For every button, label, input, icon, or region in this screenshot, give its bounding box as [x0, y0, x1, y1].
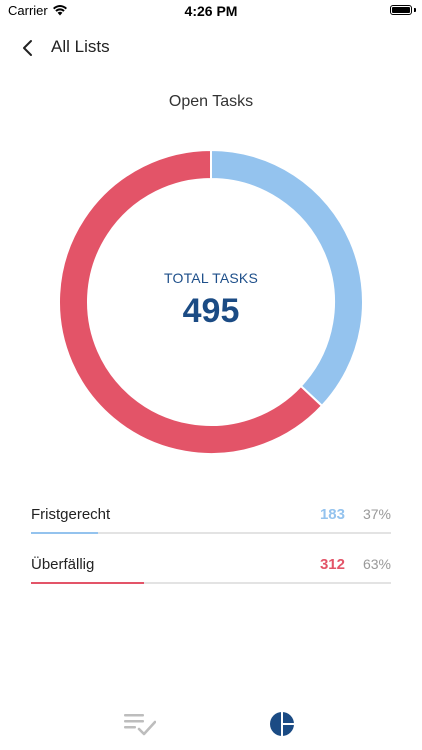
chevron-left-icon[interactable] — [18, 38, 38, 58]
chart-title: Open Tasks — [168, 93, 254, 110]
wifi-icon — [53, 5, 67, 16]
total-tasks-label: TOTAL TASKS — [163, 270, 258, 286]
legend-row-overdue[interactable]: Überfällig 312 63% — [31, 556, 391, 592]
donut-chart — [58, 148, 364, 455]
back-button[interactable]: All Lists — [51, 37, 110, 56]
carrier-label: Carrier — [8, 3, 48, 18]
legend-count: 312 — [319, 556, 345, 573]
battery-tip — [414, 8, 416, 12]
status-bar: Carrier 4:26 PM — [0, 0, 422, 24]
navigation-bar: All Lists — [0, 30, 422, 66]
donut-slice-überfällig — [58, 148, 324, 455]
legend-percent: 63% — [362, 556, 391, 572]
legend-count: 183 — [319, 506, 345, 523]
legend-progress-track — [31, 582, 391, 584]
legend-name: Fristgerecht — [31, 506, 111, 523]
legend-progress-fill — [31, 532, 98, 534]
legend-progress-track — [31, 532, 391, 534]
legend-progress-fill — [31, 582, 145, 584]
tab-bar — [0, 700, 422, 750]
task-list-check-icon[interactable] — [124, 708, 156, 740]
legend-name: Überfällig — [31, 556, 95, 573]
status-time: 4:26 PM — [184, 3, 238, 19]
pie-chart-icon[interactable] — [266, 708, 298, 740]
legend-percent: 37% — [362, 506, 391, 522]
battery-icon — [390, 5, 412, 15]
total-tasks-value: 495 — [182, 292, 240, 330]
legend-row-on-time[interactable]: Fristgerecht 183 37% — [31, 506, 391, 542]
